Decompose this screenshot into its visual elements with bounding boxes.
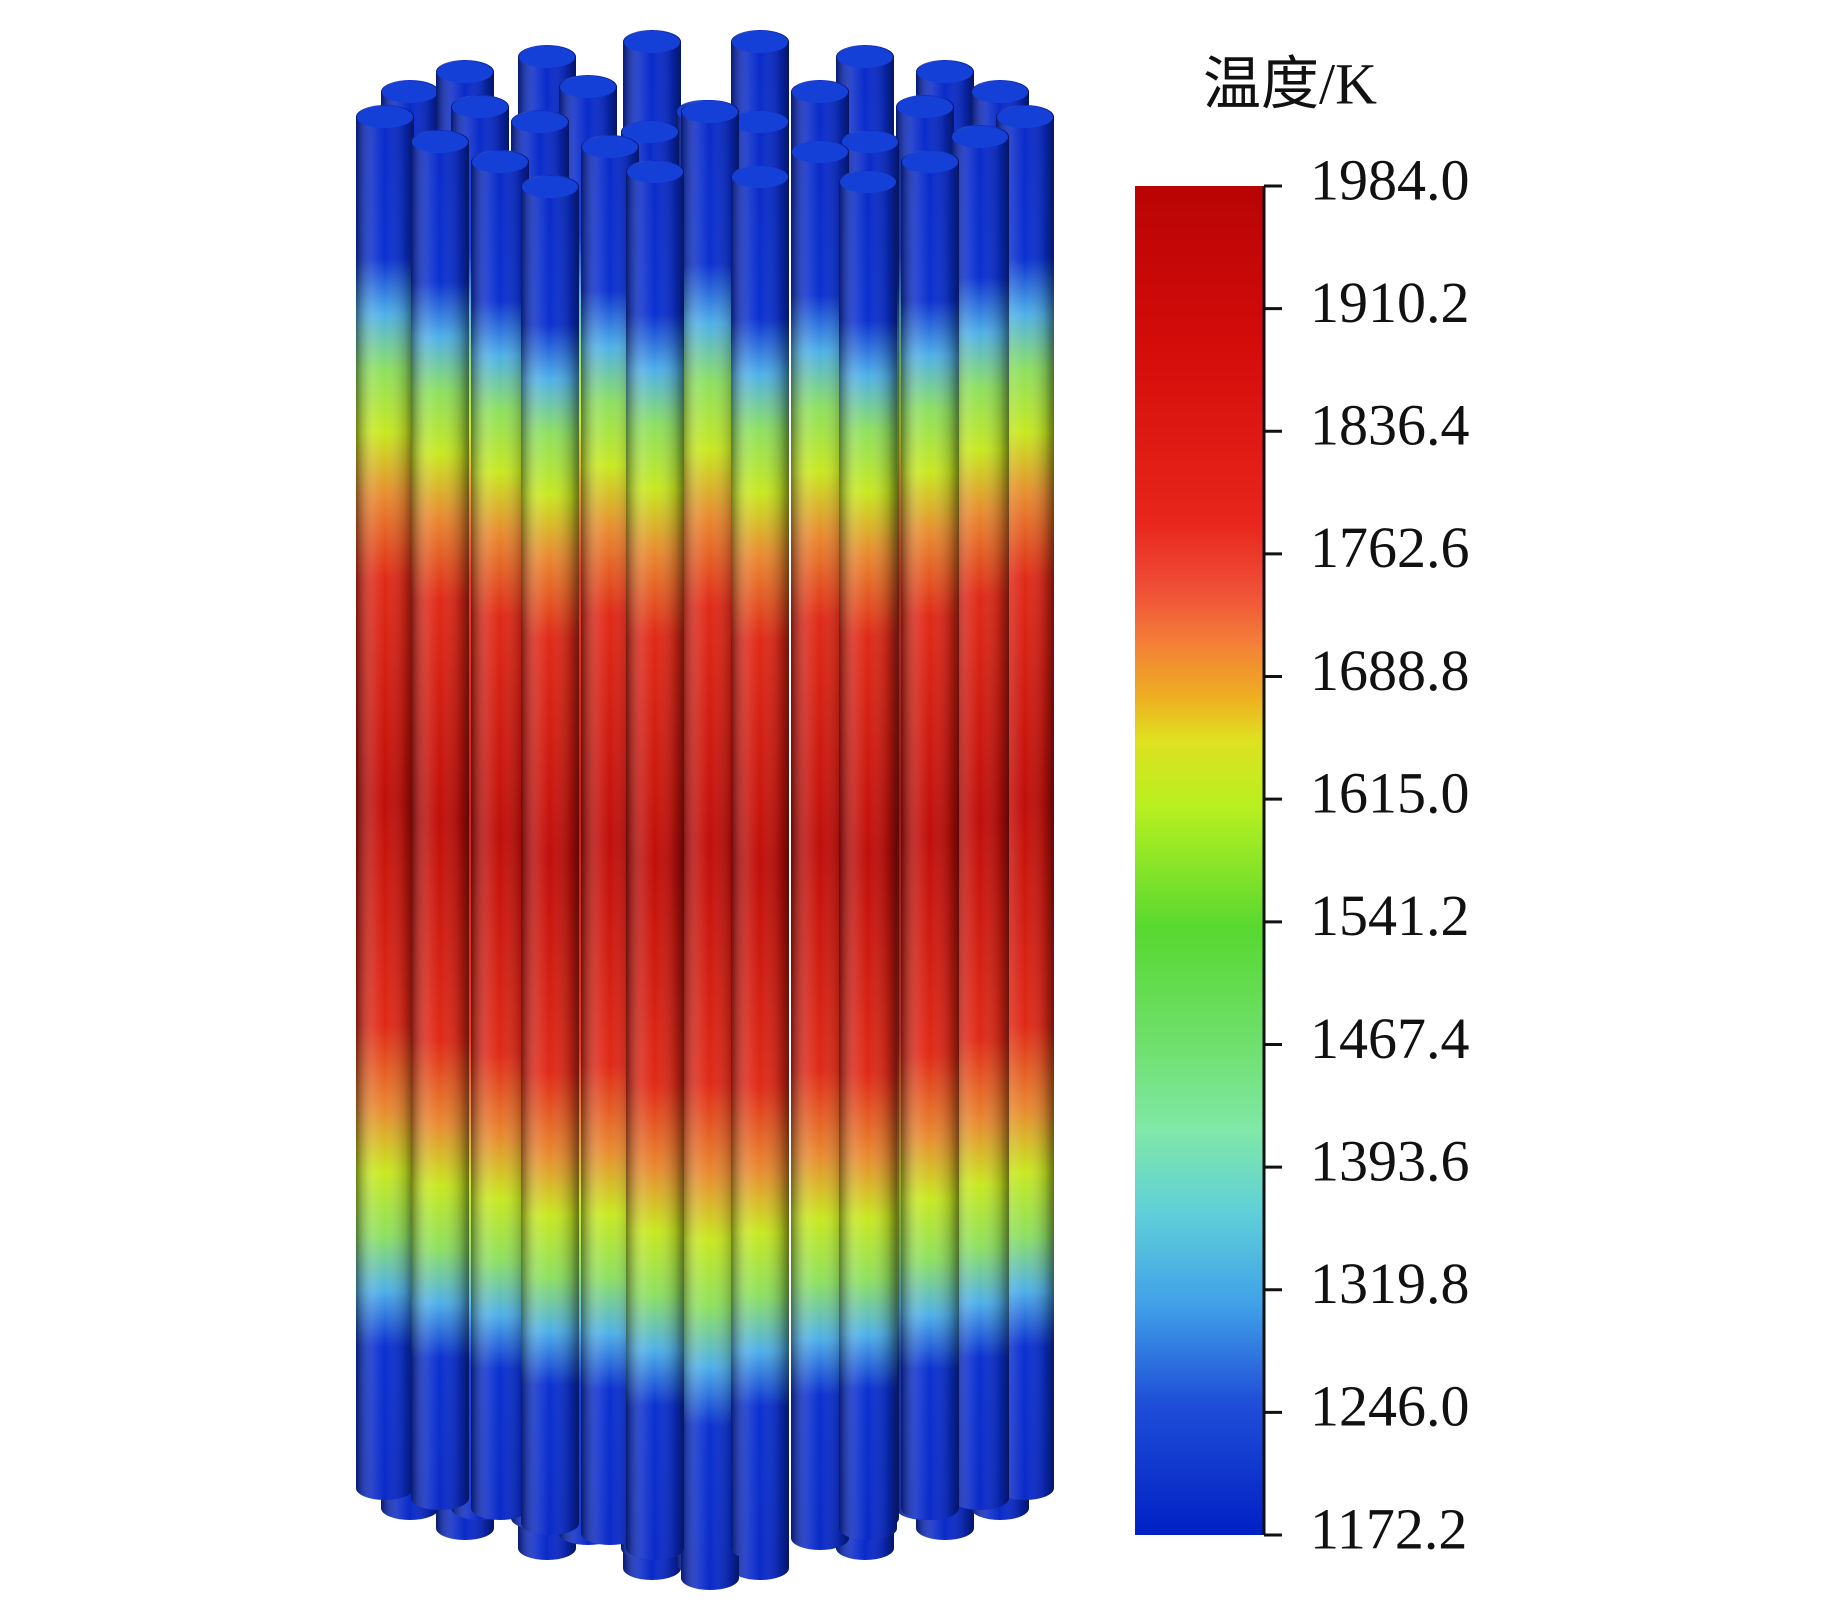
rod-cap [732,111,788,133]
tick-label: 1393.6 [1310,1128,1470,1193]
rod-cap [952,126,1008,148]
rod-shade [626,160,684,1560]
rod-cap [437,61,493,83]
rod-cap [412,131,468,153]
rod-shade [731,165,789,1560]
rod-cap [997,106,1053,128]
tick-label: 1910.2 [1310,270,1470,335]
rod-cap [622,121,678,143]
rod [951,125,1009,1510]
rod [356,105,414,1500]
rod [996,105,1054,1500]
tick-label: 1246.0 [1310,1374,1470,1439]
rod-bundle [356,30,1054,1590]
rod-shade [521,175,579,1535]
rod-cap [357,106,413,128]
rod-shade [681,100,739,1590]
rod [681,100,739,1590]
rod-cap [842,131,898,153]
rod-shade [951,125,1009,1510]
rod-cap [624,31,680,53]
tick-label: 1467.4 [1310,1006,1470,1071]
rod-shade [471,150,529,1520]
rod [521,175,579,1535]
rod-cap [792,81,848,103]
tick-label: 1762.6 [1310,515,1470,580]
rod-cap [522,176,578,198]
rod-cap [837,46,893,68]
rod-cap [902,151,958,173]
tick-label: 1836.4 [1310,393,1470,458]
rod-cap [897,96,953,118]
rod-cap [732,31,788,53]
rod-cap [472,151,528,173]
tick-label: 1172.2 [1310,1496,1467,1561]
rod [626,160,684,1560]
rod-cap [627,161,683,183]
rod [839,170,897,1540]
rod-shade [581,135,639,1545]
rod [471,150,529,1520]
rod-cap [840,171,896,193]
rod-cap [519,46,575,68]
rod-cap [792,141,848,163]
rod-cap [512,111,568,133]
tick-label: 1615.0 [1310,760,1470,825]
rod-cap [732,166,788,188]
rod-shade [356,105,414,1500]
rod-cap [917,61,973,83]
tick-label: 1984.0 [1310,147,1470,212]
rod-cap [560,76,616,98]
colorbar [1135,186,1263,1535]
rod-shade [839,170,897,1540]
rod-shade [411,130,469,1510]
rod-cap [582,136,638,158]
rod [791,140,849,1550]
colorbar-ticks: 1984.0 1910.2 1836.4 1762.6 1688.8 1615.0 1541… [1264,147,1470,1561]
rod-shade [791,140,849,1550]
rod [901,150,959,1520]
rod-cap [682,101,738,123]
rod [411,130,469,1510]
rod [731,165,789,1560]
tick-label: 1688.8 [1310,638,1470,703]
rod [581,135,639,1545]
rod-cap [972,81,1028,103]
rod-shade [996,105,1054,1500]
rod-shade [901,150,959,1520]
rod-cap [452,96,508,118]
tick-label: 1541.2 [1310,883,1470,948]
colorbar-title: 温度/K [1203,51,1377,116]
rod-cap [382,81,438,103]
tick-label: 1319.8 [1310,1251,1470,1316]
